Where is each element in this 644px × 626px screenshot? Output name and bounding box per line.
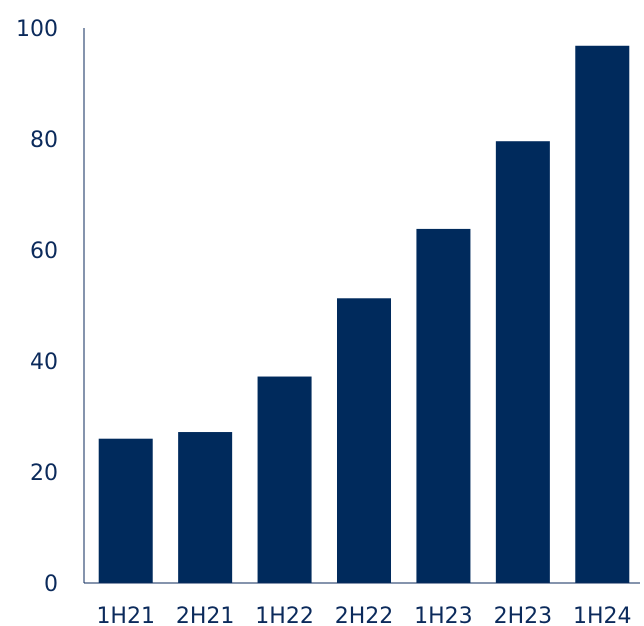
x-tick-labels: 1H21 2H21 1H22 2H22 1H23 2H23 1H24 [96,604,631,626]
x-tick-label: 1H21 [96,604,155,626]
x-tick-label: 2H23 [494,604,553,626]
y-tick-label: 80 [30,128,58,153]
y-tick-label: 100 [16,17,58,42]
y-tick-label: 0 [44,572,58,597]
bars-group [98,45,630,583]
x-tick-label: 1H22 [255,604,314,626]
y-tick-label: 40 [30,350,58,375]
x-tick-label: 1H24 [573,604,632,626]
x-tick-label: 2H22 [335,604,394,626]
bar-1h24 [575,45,630,583]
y-tick-label: 20 [30,461,58,486]
bar-2h23 [495,141,550,583]
x-tick-label: 1H23 [414,604,473,626]
bar-2h22 [336,298,392,583]
bar-1h22 [257,376,312,583]
y-tick-labels: 0 20 40 60 80 100 [16,17,58,597]
x-tick-label: 2H21 [176,604,235,626]
y-tick-label: 60 [30,239,58,264]
bar-2h21 [178,432,233,583]
bar-1h21 [98,438,153,583]
bar-1h23 [416,228,471,583]
